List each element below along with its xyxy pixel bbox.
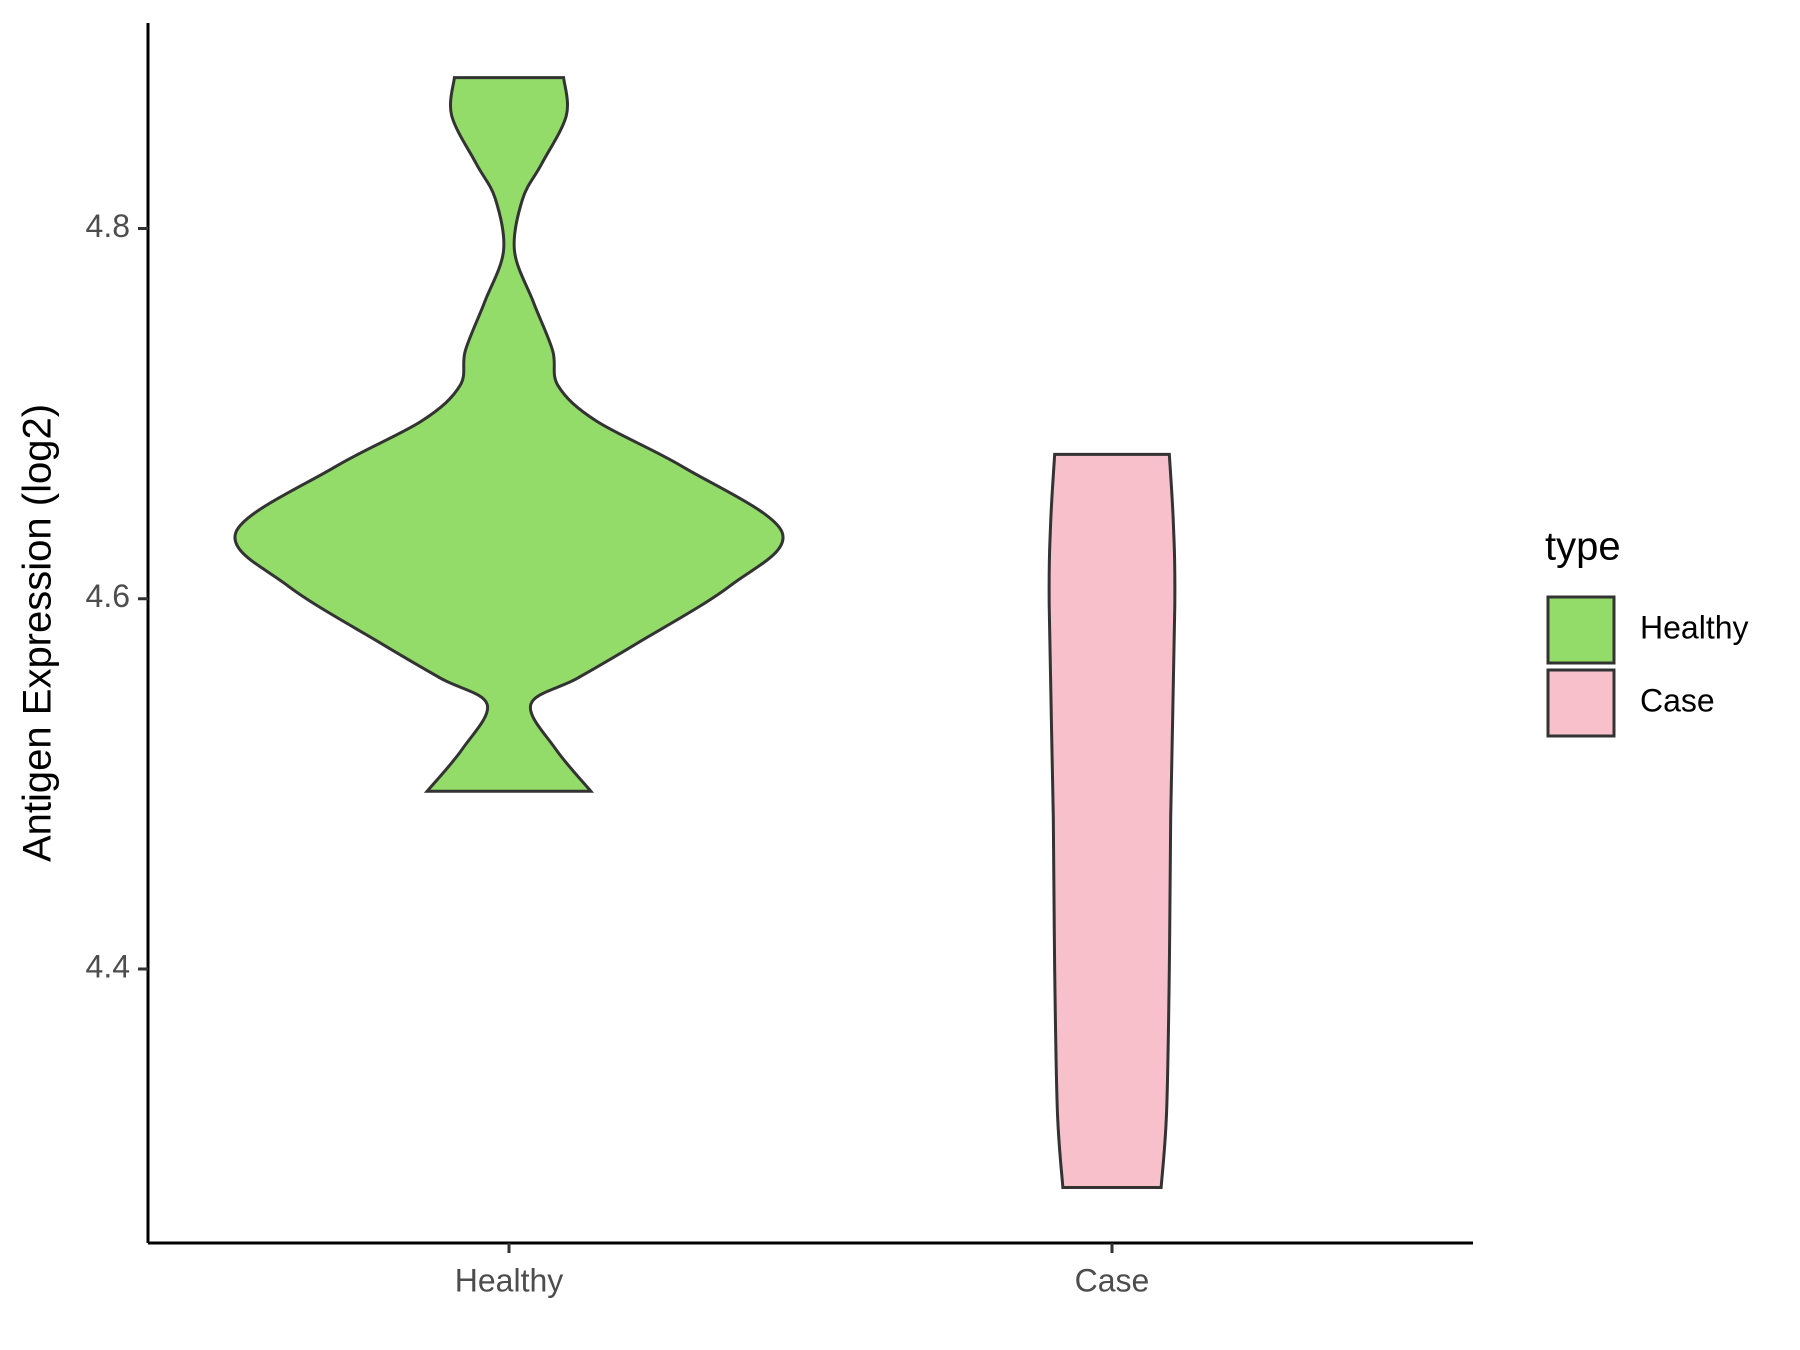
- legend-label: Healthy: [1640, 609, 1749, 645]
- legend-title: type: [1545, 525, 1621, 569]
- x-tick-label: Healthy: [455, 1262, 564, 1298]
- x-tick-label: Case: [1075, 1262, 1150, 1298]
- legend-key: [1546, 595, 1616, 665]
- y-tick-label: 4.8: [86, 208, 130, 244]
- y-axis-title: Antigen Expression (log2): [16, 404, 60, 862]
- violin: [1047, 452, 1177, 1189]
- legend-label: Case: [1640, 682, 1715, 718]
- y-tick-label: 4.4: [86, 948, 130, 984]
- y-tick-label: 4.6: [86, 578, 130, 614]
- legend-key: [1546, 668, 1616, 738]
- violin: [233, 76, 785, 793]
